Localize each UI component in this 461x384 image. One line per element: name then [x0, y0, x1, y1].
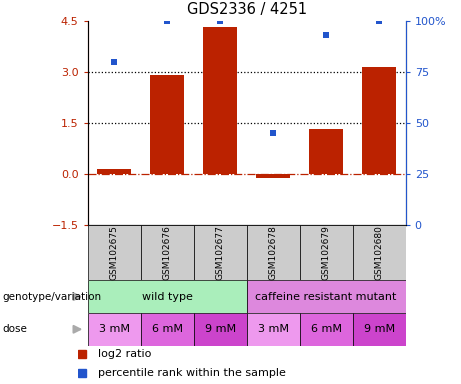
Bar	[353, 225, 406, 280]
Bar	[247, 313, 300, 346]
Point	[375, 18, 383, 24]
Bar	[300, 225, 353, 280]
Text: dose: dose	[2, 324, 27, 334]
Text: GSM102680: GSM102680	[375, 225, 384, 280]
Text: caffeine resistant mutant: caffeine resistant mutant	[255, 291, 397, 302]
Bar	[88, 313, 141, 346]
Bar	[353, 313, 406, 346]
Text: GSM102679: GSM102679	[322, 225, 331, 280]
Point	[163, 18, 171, 24]
Text: 6 mM: 6 mM	[152, 324, 183, 334]
Bar	[97, 169, 131, 174]
Bar	[88, 280, 247, 313]
Text: GSM102676: GSM102676	[163, 225, 171, 280]
Text: 3 mM: 3 mM	[99, 324, 130, 334]
Text: GSM102675: GSM102675	[110, 225, 118, 280]
Bar	[247, 225, 300, 280]
Point	[269, 130, 277, 136]
Point	[216, 18, 224, 24]
Text: GSM102677: GSM102677	[216, 225, 225, 280]
Bar	[150, 75, 184, 174]
Bar	[194, 225, 247, 280]
Point	[110, 59, 118, 65]
Bar	[309, 129, 343, 174]
Text: genotype/variation: genotype/variation	[2, 291, 101, 302]
Bar	[203, 27, 237, 174]
Text: percentile rank within the sample: percentile rank within the sample	[98, 368, 286, 378]
Text: log2 ratio: log2 ratio	[98, 349, 151, 359]
Bar	[88, 225, 141, 280]
Text: GSM102678: GSM102678	[269, 225, 278, 280]
Bar	[141, 313, 194, 346]
Text: 9 mM: 9 mM	[205, 324, 236, 334]
Text: 9 mM: 9 mM	[364, 324, 395, 334]
Bar	[300, 313, 353, 346]
Bar	[362, 67, 396, 174]
Bar	[141, 225, 194, 280]
Text: wild type: wild type	[142, 291, 193, 302]
Bar	[256, 174, 290, 178]
Bar	[247, 280, 406, 313]
Title: GDS2336 / 4251: GDS2336 / 4251	[187, 2, 307, 17]
Text: 3 mM: 3 mM	[258, 324, 289, 334]
Text: 6 mM: 6 mM	[311, 324, 342, 334]
Point	[322, 32, 330, 38]
Bar	[194, 313, 247, 346]
